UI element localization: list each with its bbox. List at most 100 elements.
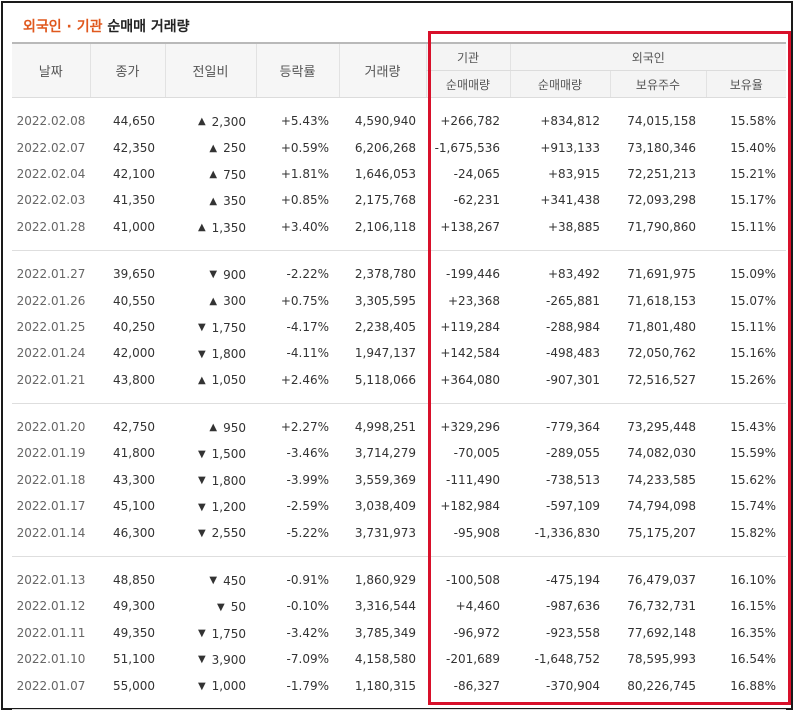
cell-change: ▼ 1,750 (165, 314, 256, 340)
cell-change: ▼ 1,800 (165, 467, 256, 493)
arrow-down-icon: ▼ (217, 601, 225, 613)
cell-change: ▼ 3,900 (165, 646, 256, 672)
cell-frgn-holdings: 74,233,585 (627, 472, 696, 487)
cell-inst-net: +4,460 (455, 599, 500, 614)
cell-volume: 3,714,279 (354, 446, 416, 461)
cell-close: 49,300 (113, 599, 155, 614)
change-value: 1,750 (211, 626, 246, 641)
table-row: 2022.01.19 41,800 ▼ 1,500 -3.46% 3,714,279 -70… (12, 440, 786, 466)
cell-close: 42,350 (113, 140, 155, 155)
cell-frgn-ratio: 16.35% (730, 625, 777, 640)
arrow-up-icon: ▲ (197, 374, 206, 386)
cell-close: 39,650 (113, 267, 155, 282)
change-value: 450 (223, 573, 246, 588)
cell-close: 40,250 (113, 319, 155, 334)
cell-frgn-ratio: 16.54% (730, 652, 777, 667)
cell-date: 2022.01.10 (16, 652, 86, 667)
arrow-down-icon: ▼ (197, 628, 206, 640)
cell-inst-net: +119,284 (440, 319, 500, 334)
cell-frgn-net: +38,885 (547, 219, 600, 234)
cell-frgn-holdings: 71,618,153 (627, 293, 696, 308)
arrow-down-icon: ▼ (209, 575, 218, 587)
cell-frgn-ratio: 15.16% (730, 346, 777, 361)
cell-rate: -4.17% (286, 319, 329, 334)
cell-change: ▼ 1,500 (165, 440, 256, 466)
cell-frgn-ratio: 16.10% (730, 573, 777, 588)
arrow-up-icon: ▲ (209, 169, 218, 181)
cell-date: 2022.01.13 (16, 573, 86, 588)
cell-inst-net: +266,782 (440, 114, 500, 129)
change-wrap: ▼ 1,500 (166, 447, 246, 461)
cell-volume: 6,206,268 (354, 140, 416, 155)
change-wrap: ▼ 2,550 (166, 526, 246, 540)
cell-frgn-holdings: 74,794,098 (627, 499, 696, 514)
cell-frgn-holdings: 80,226,745 (627, 678, 696, 693)
change-wrap: ▲ 750 (166, 168, 246, 182)
cell-date: 2022.01.11 (16, 625, 86, 640)
arrow-down-icon: ▼ (197, 448, 206, 460)
cell-frgn-ratio: 15.11% (730, 219, 777, 234)
cell-close: 49,350 (113, 625, 155, 640)
cell-rate: -5.22% (286, 525, 329, 540)
arrow-down-icon: ▼ (197, 527, 206, 539)
cell-frgn-ratio: 15.21% (730, 166, 777, 181)
cell-frgn-net: +83,915 (547, 166, 600, 181)
cell-inst-net: -1,675,536 (434, 140, 500, 155)
table-row: 2022.01.25 40,250 ▼ 1,750 -4.17% 2,238,405 +11… (12, 314, 786, 340)
arrow-up-icon: ▲ (209, 422, 218, 434)
change-value: 1,800 (211, 473, 246, 488)
spacer-cell (12, 556, 786, 567)
table-row: 2022.02.07 42,350 ▲ 250 +0.59% 6,206,268 -1,67… (12, 134, 786, 160)
arrow-up-icon: ▲ (209, 295, 218, 307)
cell-frgn-holdings: 72,050,762 (627, 346, 696, 361)
change-wrap: ▼ 1,750 (166, 627, 246, 641)
cell-frgn-holdings: 74,082,030 (627, 446, 696, 461)
row-spacer (12, 250, 786, 261)
cell-frgn-ratio: 15.17% (730, 193, 777, 208)
cell-rate: +5.43% (280, 114, 329, 129)
change-value: 950 (223, 420, 246, 435)
header-close[interactable]: 종가 (89, 42, 165, 98)
arrow-down-icon: ▼ (197, 348, 206, 360)
header-frgn-net[interactable]: 순매매량 (509, 70, 610, 98)
change-value: 900 (223, 267, 246, 282)
cell-rate: -1.79% (286, 678, 329, 693)
header-volume[interactable]: 거래량 (338, 42, 426, 98)
header-change[interactable]: 전일비 (164, 42, 256, 98)
cell-frgn-net: -265,881 (546, 293, 600, 308)
arrow-down-icon: ▼ (197, 475, 206, 487)
table-row: 2022.01.18 43,300 ▼ 1,800 -3.99% 3,559,369 -11… (12, 467, 786, 493)
cell-frgn-holdings: 76,479,037 (627, 573, 696, 588)
header-rate[interactable]: 등락률 (255, 42, 339, 98)
header-frgn-holdings[interactable]: 보유주수 (609, 70, 706, 98)
table-body: 2022.02.08 44,650 ▲ 2,300 +5.43% 4,590,940 +26… (12, 98, 787, 710)
cell-inst-net: -111,490 (446, 472, 500, 487)
change-wrap: ▼ 1,800 (166, 347, 246, 361)
table-row: 2022.01.27 39,650 ▼ 900 -2.22% 2,378,780 -199,… (12, 261, 786, 287)
cell-frgn-holdings: 78,595,993 (627, 652, 696, 667)
cell-inst-net: -86,327 (453, 678, 500, 693)
table-row: 2022.01.24 42,000 ▼ 1,800 -4.11% 1,947,137 +14… (12, 340, 786, 366)
cell-frgn-net: +341,438 (540, 193, 600, 208)
cell-volume: 4,998,251 (354, 420, 416, 435)
cell-frgn-net: -370,904 (546, 678, 600, 693)
cell-close: 41,800 (113, 446, 155, 461)
header-inst-net[interactable]: 순매매량 (425, 70, 510, 98)
cell-frgn-net: -779,364 (546, 420, 600, 435)
cell-rate: -2.22% (286, 267, 329, 282)
header-date[interactable]: 날짜 (12, 42, 90, 98)
cell-date: 2022.01.26 (16, 293, 86, 308)
cell-frgn-net: -289,055 (546, 446, 600, 461)
header-frgn-ratio[interactable]: 보유율 (705, 70, 787, 98)
cell-change: ▲ 1,050 (165, 367, 256, 393)
cell-change: ▼ 1,000 (165, 672, 256, 698)
cell-rate: -0.91% (286, 573, 329, 588)
cell-date: 2022.02.07 (16, 140, 86, 155)
cell-inst-net: -62,231 (453, 193, 500, 208)
spacer-cell (12, 250, 786, 261)
table-row: 2022.01.12 49,300 ▼ 50 -0.10% 3,316,544 +4,460… (12, 593, 786, 619)
cell-change: ▼ 450 (165, 567, 256, 593)
cell-close: 41,000 (113, 219, 155, 234)
arrow-up-icon: ▲ (209, 142, 218, 154)
row-spacer (12, 239, 787, 251)
